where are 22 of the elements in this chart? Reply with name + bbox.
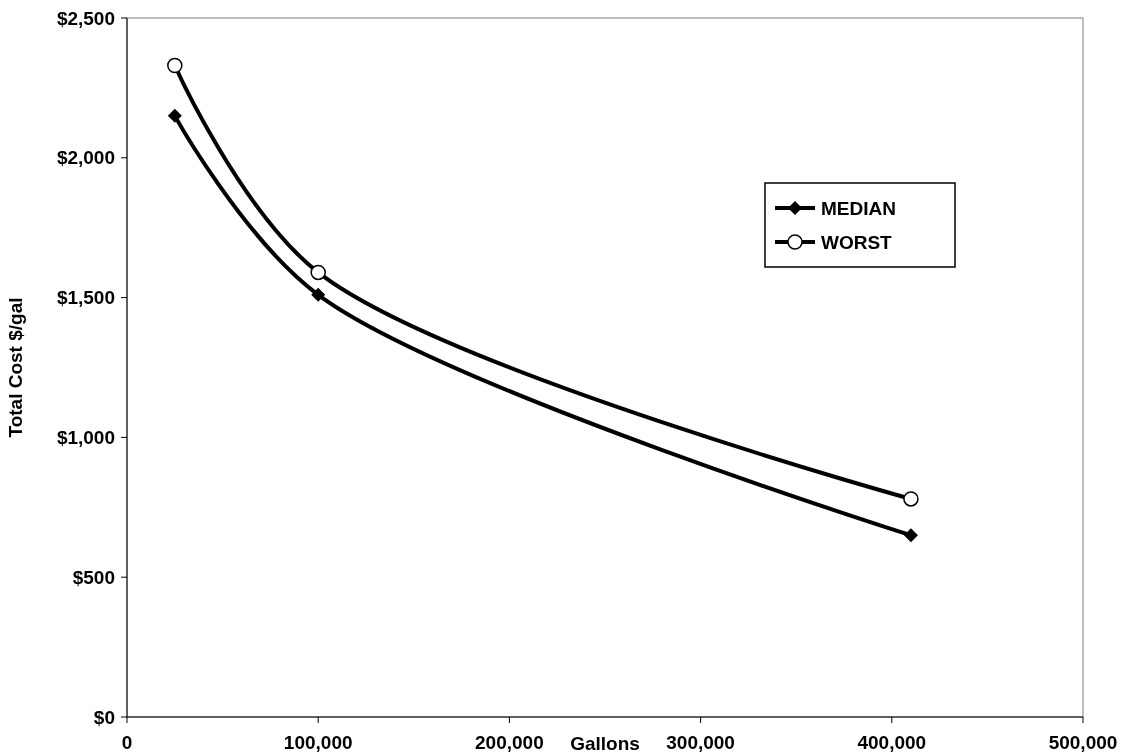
legend-label: MEDIAN: [821, 197, 896, 219]
x-tick-label: 0: [121, 732, 133, 752]
y-tick-label: $1,500: [56, 287, 115, 309]
x-tick-label: 400,000: [857, 732, 927, 752]
x-tick-label: 200,000: [475, 732, 544, 752]
x-tick-label: 500,000: [1048, 732, 1118, 752]
y-axis-title: Total Cost $/gal: [5, 297, 26, 438]
y-tick-label: $2,500: [56, 7, 115, 29]
y-tick-label: $500: [72, 566, 115, 588]
point: [167, 57, 183, 74]
y-tick-label: $0: [93, 706, 115, 728]
point: [311, 287, 326, 302]
point: [903, 528, 918, 543]
point: [903, 491, 919, 507]
x-axis-title: Gallons: [570, 733, 640, 752]
point: [167, 108, 182, 123]
x-tick-label: 300,000: [666, 732, 735, 752]
y-tick-label: $1,000: [56, 427, 115, 449]
x-tick-label: 100,000: [283, 732, 353, 752]
point: [310, 264, 326, 281]
y-tick-label: $2,000: [56, 147, 115, 169]
legend-label: WORST: [821, 231, 893, 253]
